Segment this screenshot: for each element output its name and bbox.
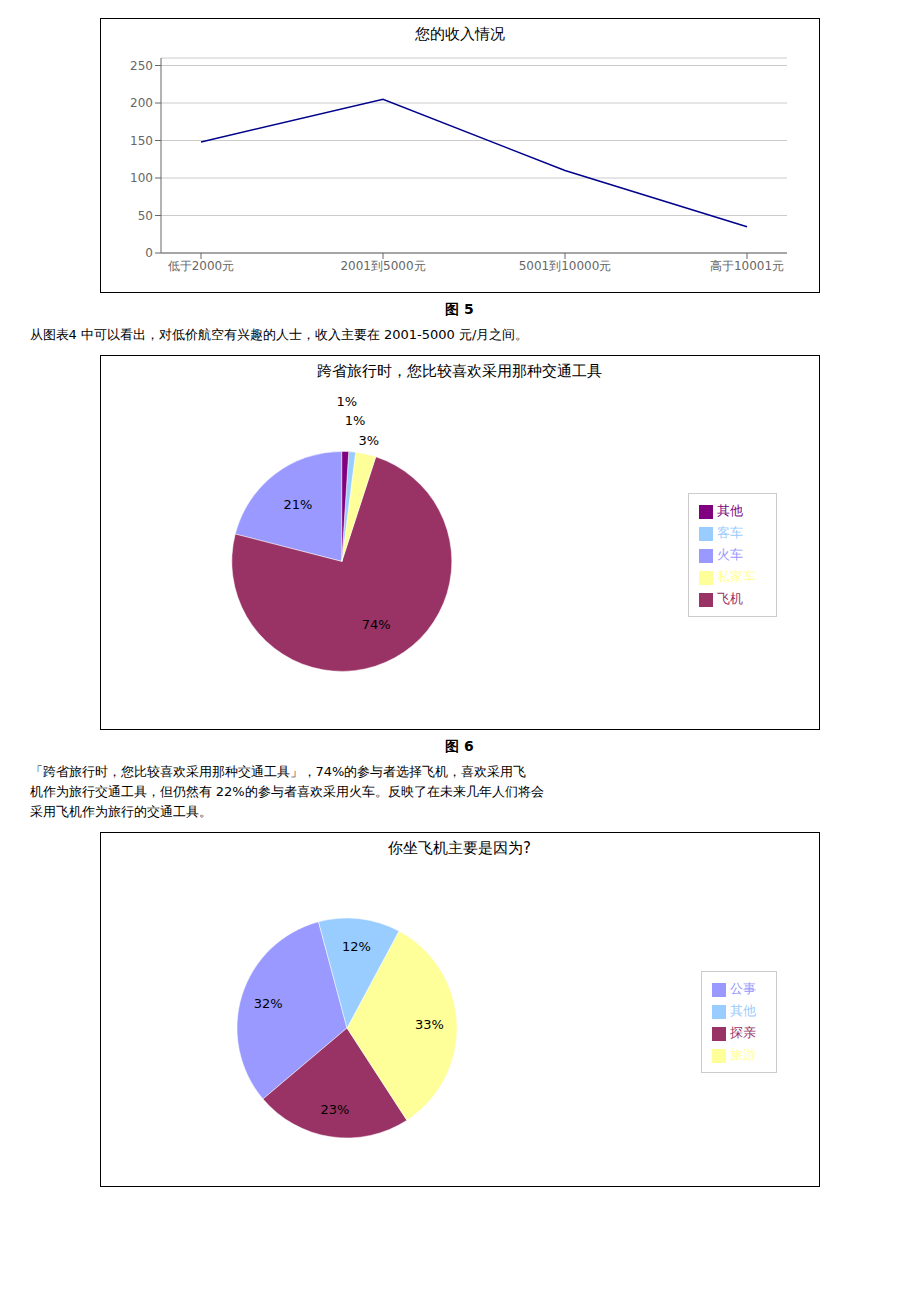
- svg-text:21%: 21%: [283, 497, 312, 512]
- svg-text:50: 50: [137, 209, 152, 223]
- svg-text:3%: 3%: [358, 433, 379, 448]
- svg-text:100: 100: [130, 171, 153, 185]
- svg-text:32%: 32%: [253, 996, 282, 1011]
- html-text:公事: 公事: [729, 981, 756, 996]
- html-text:私家车: 私家车: [716, 569, 756, 584]
- html-text:你坐飞机主要是因为?: 你坐飞机主要是因为?: [388, 839, 531, 857]
- svg-text:33%: 33%: [414, 1017, 443, 1032]
- html-text:图 6: 图 6: [445, 738, 474, 754]
- html-text:探亲: 探亲: [729, 1025, 756, 1040]
- html-text:客车: 客车: [716, 525, 743, 540]
- html-text:「跨省旅行时，您比较喜欢采用那种交通工具」，74%的参与者选: 「跨省旅行时，您比较喜欢采用那种交通工具」，74%的参与者选择飞机，喜欢采用飞: [29, 764, 527, 779]
- svg-text:2001到5000元: 2001到5000元: [340, 259, 425, 273]
- html-text:其他: 其他: [729, 1003, 756, 1018]
- html-text:火车: 火车: [716, 547, 743, 562]
- html-text:采用飞机作为旅行的交通工具。: 采用飞机作为旅行的交通工具。: [29, 804, 212, 819]
- html-text:您的收入情况: 您的收入情况: [414, 25, 505, 43]
- svg-text:低于2000元: 低于2000元: [167, 259, 234, 273]
- html-text:旅游: 旅游: [729, 1047, 756, 1062]
- svg-text:5001到10000元: 5001到10000元: [518, 259, 611, 273]
- html-text:跨省旅行时，您比较喜欢采用那种交通工具: 跨省旅行时，您比较喜欢采用那种交通工具: [317, 362, 602, 380]
- svg-text:0: 0: [145, 246, 153, 260]
- svg-text:23%: 23%: [320, 1102, 349, 1117]
- svg-text:12%: 12%: [342, 939, 371, 954]
- html-text:图 5: 图 5: [445, 301, 474, 317]
- svg-text:200: 200: [130, 96, 153, 110]
- html-text:机作为旅行交通工具，但仍然有 22%的参与者喜欢采用火车。反: 机作为旅行交通工具，但仍然有 22%的参与者喜欢采用火车。反映了在未来几年人们将…: [29, 784, 544, 799]
- html-text:从图表4 中可以看出，对低价航空有兴趣的人士，收入主要在 2: 从图表4 中可以看出，对低价航空有兴趣的人士，收入主要在 2001-5000 元…: [29, 327, 529, 342]
- svg-text:1%: 1%: [344, 413, 365, 428]
- svg-text:高于10001元: 高于10001元: [709, 259, 783, 273]
- html-text:其他: 其他: [716, 503, 743, 518]
- svg-text:74%: 74%: [361, 617, 390, 632]
- svg-text:250: 250: [130, 59, 153, 73]
- html-text:飞机: 飞机: [716, 591, 743, 606]
- svg-text:1%: 1%: [336, 394, 357, 409]
- svg-text:150: 150: [130, 134, 153, 148]
